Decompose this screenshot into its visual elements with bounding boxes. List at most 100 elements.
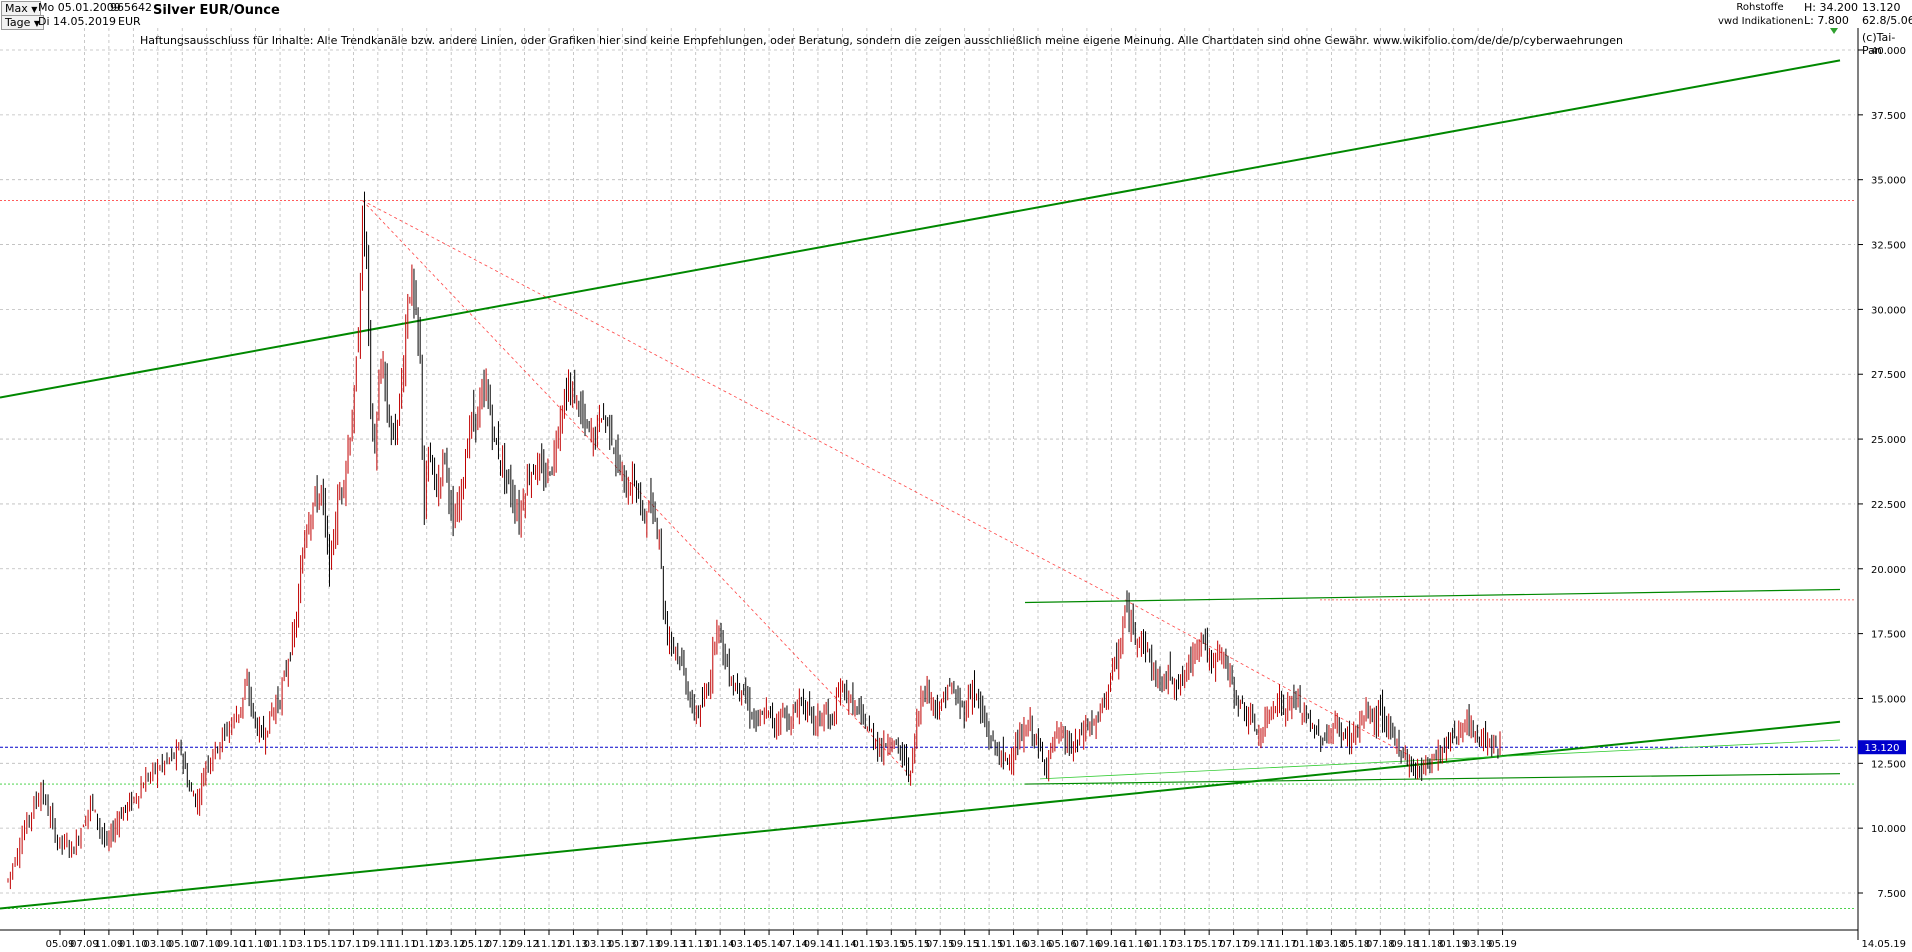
source-box: Rohstoffe vwd Indikationen [1718, 1, 1804, 29]
y-axis-ticks: 7.500 10.000 12.500 15.000 17.500 20.000 22.50… [1858, 46, 1906, 900]
x-tick-label: 01.18 [1293, 939, 1322, 950]
range-top-line [1024, 588, 1841, 604]
y-tick-label: 25.000 [1871, 435, 1906, 446]
y-tick-label: 17.500 [1871, 630, 1906, 641]
x-tick-label: 07.10 [192, 939, 221, 950]
x-tick-label: 01.17 [1146, 939, 1175, 950]
chevron-down-icon: ▼ [33, 19, 41, 28]
chevron-down-icon: ▼ [31, 5, 38, 14]
x-tick-label: 09.15 [950, 939, 979, 950]
y-tick-label: 22.500 [1871, 500, 1906, 511]
date-from: Mo 05.01.2009 [38, 1, 121, 14]
date-to: Di 14.05.2019 [38, 15, 117, 28]
y-tick-label: 30.000 [1871, 305, 1906, 316]
x-tick-label: 05.19 [1488, 939, 1517, 950]
x-tick-label: 03.10 [143, 939, 172, 950]
x-tick-label: 05.18 [1342, 939, 1371, 950]
copyright: (c)Tai-Pan [1862, 31, 1896, 57]
x-tick-label: 03.17 [1170, 939, 1199, 950]
x-tick-label: 03.16 [1024, 939, 1053, 950]
x-tick-label: 05.15 [901, 939, 930, 950]
security-code: 965642 [110, 1, 152, 14]
category-label: Rohstoffe [1736, 2, 1784, 13]
x-tick-label: 11.11 [388, 939, 417, 950]
x-tick-label: 01.13 [559, 939, 588, 950]
x-tick-label: 11.15 [975, 939, 1004, 950]
x-tick-label: 11.14 [828, 939, 857, 950]
period-select-label: Max [5, 2, 28, 15]
interval-select-label: Tage [5, 16, 31, 29]
x-tick-label: 05.11 [315, 939, 344, 950]
x-tick-label: 01.15 [853, 939, 882, 950]
x-tick-label: 11.12 [535, 939, 564, 950]
x-tick-label: 09.10 [217, 939, 246, 950]
currency: EUR [118, 15, 141, 28]
x-tick-label: 03.14 [730, 939, 759, 950]
x-tick-label: 09.18 [1390, 939, 1419, 950]
x-tick-label: 03.18 [1317, 939, 1346, 950]
x-tick-label: 05.12 [461, 939, 490, 950]
x-tick-label: 11.09 [95, 939, 124, 950]
x-tick-label: 07.14 [779, 939, 808, 950]
downtrend-line-short [1124, 599, 1410, 756]
y-tick-label: 35.000 [1871, 176, 1906, 187]
x-tick-label: 03.12 [437, 939, 466, 950]
x-tick-label: 11.16 [1121, 939, 1150, 950]
x-tick-label: 01.12 [412, 939, 441, 950]
x-end-label: 14.05.19 [1861, 939, 1906, 950]
x-tick-label: 01.16 [999, 939, 1028, 950]
x-tick-label: 01.10 [119, 939, 148, 950]
lower-channel-line [0, 720, 1841, 910]
current-price-label: 13.120 [1865, 743, 1900, 754]
x-tick-label: 01.11 [266, 939, 295, 950]
x-tick-label: 09.17 [1244, 939, 1273, 950]
x-tick-label: 07.17 [1219, 939, 1248, 950]
range-bottom-line [1024, 773, 1841, 785]
grid [0, 28, 1855, 930]
chart-title: Silver EUR/Ounce [153, 3, 280, 18]
x-tick-label: 05.10 [168, 939, 197, 950]
trend-lines: 13.120 [0, 59, 1906, 910]
upper-channel-line [0, 59, 1841, 399]
x-tick-label: 09.16 [1097, 939, 1126, 950]
x-tick-label: 07.11 [339, 939, 368, 950]
x-tick-label: 07.12 [486, 939, 515, 950]
y-tick-label: 37.500 [1871, 111, 1906, 122]
x-axis-ticks: 05.0907.0911.0901.1003.1005.1007.1009.10… [46, 930, 1906, 950]
y-tick-label: 32.500 [1871, 241, 1906, 252]
x-tick-label: 03.13 [584, 939, 613, 950]
x-tick-label: 11.17 [1268, 939, 1297, 950]
marker-triangle-icon [1830, 28, 1838, 34]
x-tick-label: 01.19 [1439, 939, 1468, 950]
x-tick-label: 07.16 [1073, 939, 1102, 950]
change-value: 62.8/5.060 [1862, 14, 1912, 27]
x-tick-label: 07.09 [70, 939, 99, 950]
downtrend-line-long [362, 200, 1122, 601]
interval-select[interactable]: Tage ▼ [1, 15, 45, 30]
last-value: 13.120 [1862, 1, 1901, 14]
x-tick-label: 07.15 [926, 939, 955, 950]
x-tick-label: 01.14 [706, 939, 735, 950]
x-tick-label: 03.19 [1464, 939, 1493, 950]
x-tick-label: 05.14 [755, 939, 784, 950]
last-box: 13.120 62.8/5.060 [1862, 1, 1912, 27]
high-value: H: 34.200 [1804, 1, 1858, 14]
x-tick-label: 07.13 [632, 939, 661, 950]
y-tick-label: 15.000 [1871, 694, 1906, 705]
x-tick-label: 05.13 [608, 939, 637, 950]
x-tick-label: 05.17 [1195, 939, 1224, 950]
source-label: vwd Indikationen [1718, 16, 1804, 27]
high-low-box: H: 34.200 L: 7.800 [1804, 1, 1858, 27]
y-tick-label: 12.500 [1871, 759, 1906, 770]
x-tick-label: 11.13 [681, 939, 710, 950]
y-tick-label: 40.000 [1871, 46, 1906, 57]
x-tick-label: 09.13 [657, 939, 686, 950]
x-tick-label: 07.18 [1366, 939, 1395, 950]
y-tick-label: 27.500 [1871, 370, 1906, 381]
low-value: L: 7.800 [1804, 14, 1849, 27]
y-tick-label: 20.000 [1871, 565, 1906, 576]
price-bars [7, 191, 1501, 890]
x-tick-label: 09.12 [510, 939, 539, 950]
disclaimer: Haftungsausschluss für Inhalte: Alle Tre… [140, 34, 1624, 47]
